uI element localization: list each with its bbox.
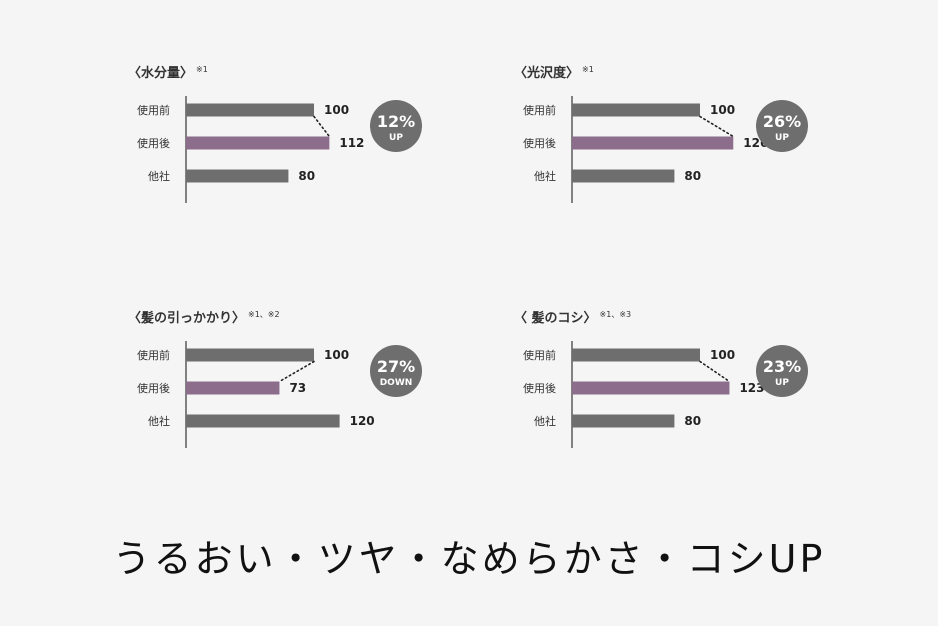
value-label: 100 <box>710 348 735 362</box>
chart-title: 〈髪の引っかかり〉 ※1、※2 <box>128 309 280 326</box>
bar <box>186 414 340 428</box>
chart-title: 〈 髪のコシ〉 ※1、※3 <box>514 309 632 326</box>
change-connector <box>699 115 735 138</box>
bar <box>572 169 675 183</box>
chart-note: ※1、※2 <box>248 309 280 319</box>
badge-percent: 27% <box>377 357 415 376</box>
value-label: 80 <box>684 414 701 428</box>
chart-note: ※1 <box>196 64 208 74</box>
value-label: 73 <box>289 381 306 395</box>
category-label: 他社 <box>148 169 170 183</box>
category-label: 使用後 <box>523 381 556 395</box>
change-connector <box>313 115 331 138</box>
value-label: 100 <box>710 103 735 117</box>
chart-panel-moisture: 〈水分量〉 ※1 使用前 100 使用後 112 他社 80 12% UP <box>128 62 488 222</box>
category-label: 使用前 <box>523 348 556 362</box>
badge-percent: 26% <box>763 112 801 131</box>
badge-percent: 12% <box>377 112 415 131</box>
value-label: 123 <box>739 381 764 395</box>
category-label: 使用後 <box>137 136 170 150</box>
bar <box>186 381 280 395</box>
chart-panel-gloss: 〈光沢度〉 ※1 使用前 100 使用後 126 他社 80 26% UP <box>514 62 874 222</box>
value-label: 112 <box>339 136 364 150</box>
bar <box>186 348 314 362</box>
chart-note: ※1、※3 <box>599 309 632 319</box>
value-label: 100 <box>324 103 349 117</box>
bar <box>572 136 734 150</box>
badge-label: UP <box>775 133 789 143</box>
bar <box>572 348 700 362</box>
bar <box>186 136 330 150</box>
category-label: 使用後 <box>523 136 556 150</box>
change-connector <box>278 360 315 383</box>
category-label: 他社 <box>534 414 556 428</box>
main-heading: うるおい・ツヤ・なめらかさ・コシUP <box>112 537 826 581</box>
chart-panel-snag: 〈髪の引っかかり〉 ※1、※2 使用前 100 使用後 73 他社 120 27% DOWN <box>128 307 488 467</box>
category-label: 他社 <box>148 414 170 428</box>
category-label: 使用前 <box>137 103 170 117</box>
chart-title: 〈光沢度〉 ※1 <box>514 64 594 81</box>
bar <box>572 414 675 428</box>
bar-chart-moisture: 使用前 100 使用後 112 他社 80 12% UP <box>137 96 422 203</box>
category-label: 使用後 <box>137 381 170 395</box>
badge-label: DOWN <box>380 378 413 388</box>
change-connector <box>699 360 731 383</box>
value-label: 80 <box>684 169 701 183</box>
badge-percent: 23% <box>763 357 801 376</box>
change-badge <box>370 100 422 152</box>
bar-chart-snag: 使用前 100 使用後 73 他社 120 27% DOWN <box>137 341 422 448</box>
change-badge <box>756 345 808 397</box>
badge-label: UP <box>775 378 789 388</box>
change-badge <box>370 345 422 397</box>
bar <box>186 103 314 117</box>
bar <box>572 103 700 117</box>
category-label: 使用前 <box>137 348 170 362</box>
chart-title: 〈水分量〉 ※1 <box>128 64 208 81</box>
change-badge <box>756 100 808 152</box>
value-label: 80 <box>298 169 315 183</box>
bar <box>572 381 730 395</box>
category-label: 他社 <box>534 169 556 183</box>
value-label: 100 <box>324 348 349 362</box>
bar <box>186 169 289 183</box>
chart-note: ※1 <box>582 64 594 74</box>
badge-label: UP <box>389 133 403 143</box>
bar-chart-firmness: 使用前 100 使用後 123 他社 80 23% UP <box>523 341 808 448</box>
category-label: 使用前 <box>523 103 556 117</box>
value-label: 120 <box>350 414 375 428</box>
chart-panel-firmness: 〈 髪のコシ〉 ※1、※3 使用前 100 使用後 123 他社 80 23% UP <box>514 307 874 467</box>
